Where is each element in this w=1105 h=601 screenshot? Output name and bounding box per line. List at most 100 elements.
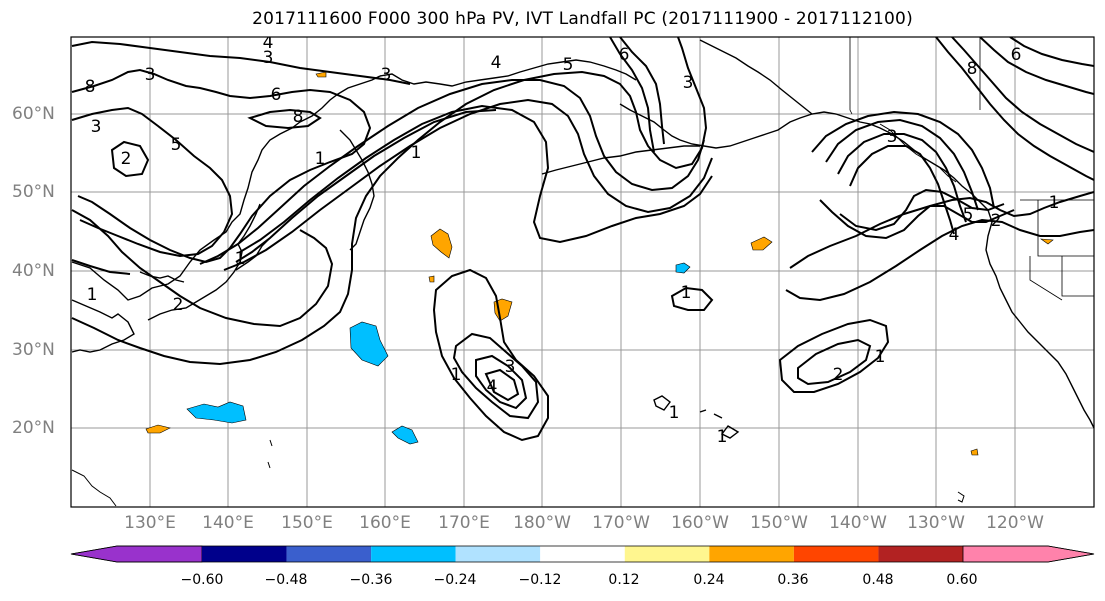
lon-label-120w: 120°W <box>986 513 1044 533</box>
contour-line <box>935 37 1094 181</box>
colorbar-tick-label: 0.24 <box>693 572 725 588</box>
lon-label-170e: 170°E <box>438 513 490 533</box>
contour-label: 2 <box>991 211 1002 231</box>
contour-label: 1 <box>235 249 246 269</box>
contour-label: 3 <box>145 65 156 85</box>
colorbar-segment <box>962 545 1095 563</box>
contour-line <box>71 259 131 275</box>
contour-line <box>778 318 890 393</box>
contour-line <box>825 118 979 211</box>
lon-label-170w: 170°W <box>592 513 650 533</box>
colorbar-tick-label: 0.48 <box>862 572 894 588</box>
contour-line <box>797 338 872 386</box>
contour-line <box>979 37 1094 95</box>
contour-line <box>223 98 713 271</box>
anomaly-negative <box>391 425 419 445</box>
lon-label-150e: 150°E <box>281 513 333 533</box>
lon-label-140e: 140°E <box>202 513 254 533</box>
contour-label: 1 <box>681 283 692 303</box>
contour-label: 1 <box>875 347 886 367</box>
contour-line <box>670 286 714 311</box>
coastlines <box>71 37 1094 507</box>
contour-label: 3 <box>381 65 392 85</box>
contour-label: 4 <box>491 53 502 73</box>
colorbar-outline <box>70 545 1095 563</box>
contour-label: 3 <box>505 357 516 377</box>
coastline-siberia <box>379 59 637 87</box>
contour-line <box>71 209 334 328</box>
colorbar-tick-label: −0.60 <box>180 572 224 588</box>
anomaly-negative <box>675 262 691 274</box>
anomaly-positive <box>750 236 773 251</box>
coastline-asia <box>71 75 381 301</box>
colorbar-segment <box>371 546 456 562</box>
lat-label-30n: 30°N <box>12 340 55 360</box>
colorbar-segment <box>286 546 372 562</box>
colorbar-segment <box>878 546 963 562</box>
lon-label-160w: 160°W <box>671 513 729 533</box>
lat-label-20n: 20°N <box>12 418 55 438</box>
colorbar-segment <box>70 545 203 563</box>
map-area <box>71 37 1094 507</box>
contour-line <box>71 37 708 366</box>
contour-label: 1 <box>411 143 422 163</box>
colorbar-tick-label: 0.12 <box>608 572 640 588</box>
anomaly-positive <box>315 71 327 78</box>
contour-label: 6 <box>619 45 630 65</box>
contour-label: 1 <box>669 403 680 423</box>
contour-line <box>819 199 1015 240</box>
contour-label: 1 <box>315 149 326 169</box>
contour-line <box>951 37 1094 153</box>
anomaly-positive <box>970 448 979 456</box>
contour-line <box>110 140 150 178</box>
contour-label: 5 <box>171 135 182 155</box>
contour-line <box>619 37 665 145</box>
lon-label-160e: 160°E <box>359 513 411 533</box>
coastline-korea <box>139 271 185 283</box>
contour-label: 2 <box>121 149 132 169</box>
lat-label-50n: 50°N <box>12 182 55 202</box>
colorbar-segment <box>709 546 794 562</box>
contour-label: 6 <box>271 85 282 105</box>
colorbar-tick-label: −0.12 <box>518 572 562 588</box>
contour-line <box>484 368 520 402</box>
shaded-anomalies <box>145 71 1054 456</box>
contour-line <box>239 104 713 253</box>
contour-line <box>71 40 411 85</box>
contour-label: 1 <box>451 365 462 385</box>
contour-label: 6 <box>1011 45 1022 65</box>
coastline-japan <box>147 203 261 321</box>
coastline-hawaii <box>653 395 671 411</box>
contour-labels: 4 3 8 6 3 5 3 2 3 8 1 1 4 5 6 3 1 2 1 1 … <box>85 37 1060 447</box>
coastline-asia <box>71 299 135 353</box>
contour-line <box>837 133 967 223</box>
contour-line <box>785 218 1094 302</box>
colorbar-tick-label: −0.48 <box>264 572 308 588</box>
coastline-alaska <box>699 39 813 115</box>
colorbar-segment <box>540 546 625 562</box>
contour-label: 2 <box>173 295 184 315</box>
contour-label: 8 <box>85 77 96 97</box>
colorbar-segment <box>624 546 710 562</box>
colorbar <box>70 545 1095 563</box>
map-title: 2017111600 F000 300 hPa PV, IVT Landfall… <box>252 9 913 29</box>
coastline-islands <box>71 469 117 507</box>
map-frame <box>70 36 1095 508</box>
anomaly-positive <box>430 228 453 259</box>
contour-label: 1 <box>1049 193 1060 213</box>
coastline-islands <box>879 123 957 183</box>
anomaly-positive <box>428 275 435 283</box>
colorbar-segment <box>793 546 879 562</box>
contour-label: 5 <box>563 55 574 75</box>
coastline-north-america <box>985 209 1094 429</box>
anomaly-positive <box>1039 238 1054 245</box>
coastline-aleutians <box>541 145 700 175</box>
lon-label-180: 180°W <box>513 513 571 533</box>
contour-label: 3 <box>91 117 102 137</box>
contour-label: 4 <box>949 225 960 245</box>
contour-line <box>71 106 234 258</box>
colorbar-tick-label: −0.36 <box>349 572 393 588</box>
contour-line <box>452 332 540 420</box>
anomaly-negative <box>186 401 247 424</box>
